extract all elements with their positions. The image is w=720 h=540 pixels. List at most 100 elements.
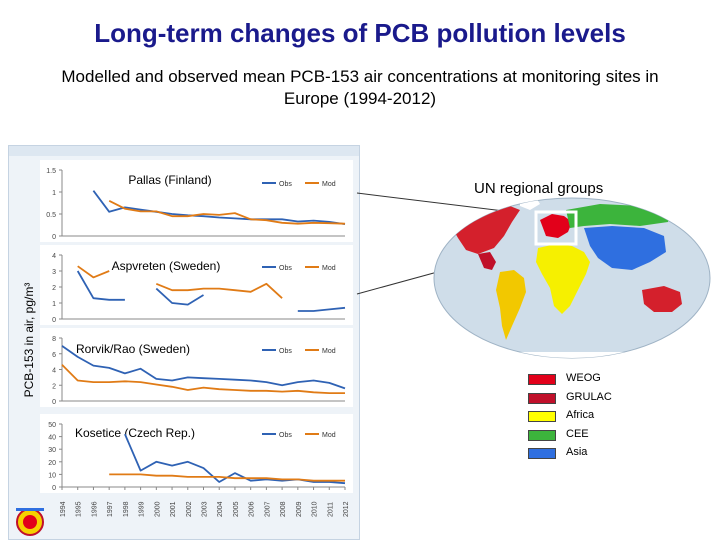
legend-swatch <box>528 411 556 422</box>
y-tick-label: 50 <box>48 422 56 429</box>
legend-label: Obs <box>279 181 292 188</box>
region-grulac-south-america <box>496 270 526 340</box>
y-tick-label: 30 <box>48 447 56 454</box>
page-subtitle: Modelled and observed mean PCB-153 air c… <box>61 67 659 108</box>
x-tick-label: 2004 <box>217 501 224 517</box>
x-tick-label: 2003 <box>202 501 209 517</box>
y-tick-label: 40 <box>48 435 56 442</box>
page-title: Long-term changes of PCB pollution level… <box>94 18 626 48</box>
charts-panel-header <box>9 146 359 156</box>
x-tick-label: 2005 <box>233 501 240 517</box>
series-line-obs <box>61 345 346 390</box>
series-line-obs <box>92 190 346 225</box>
x-tick-label: 1997 <box>107 501 114 517</box>
legend-item-obs: Obs <box>262 265 292 272</box>
legend-item-mod: Mod <box>305 432 336 439</box>
y-tick-label: 20 <box>48 460 56 467</box>
chart-title: Pallas (Finland) <box>128 173 211 187</box>
x-tick-label: 1996 <box>91 501 98 517</box>
legend-item-mod: Mod <box>305 265 336 272</box>
legend-label: Mod <box>322 265 336 272</box>
legend-label: GRULAC <box>566 390 612 403</box>
x-tick-label: 1995 <box>76 501 83 517</box>
y-tick-label: 0 <box>52 317 56 324</box>
y-tick-label: 0 <box>52 485 56 492</box>
x-tick-label: 2008 <box>280 501 287 517</box>
x-tick-label: 2011 <box>327 502 334 517</box>
legend-label: Mod <box>322 348 336 355</box>
region-weog-australia <box>642 286 682 312</box>
emep-logo <box>16 508 44 536</box>
y-tick-label: 0.5 <box>46 212 56 219</box>
plot-background <box>40 160 353 242</box>
y-tick-label: 6 <box>52 352 56 359</box>
x-tick-label: 2007 <box>264 501 271 517</box>
legend-label: Obs <box>279 348 292 355</box>
y-tick-label: 0 <box>52 399 56 406</box>
legend-label: WEOG <box>566 372 601 384</box>
x-tick-label: 2002 <box>186 501 193 517</box>
plot-background <box>40 328 353 407</box>
chart-2: 0 1 2 3 4 Aspvreten (Sweden) Obs Mod <box>40 245 353 325</box>
x-tick-label: 2010 <box>312 501 319 517</box>
chart-1: 0 0.5 1 1.5 Pallas (Finland) Obs Mod <box>40 160 353 242</box>
x-tick-label: 2012 <box>343 501 350 517</box>
legend-swatch <box>528 392 556 404</box>
legend-item-obs: Obs <box>262 181 292 188</box>
legend-label: Mod <box>322 181 336 188</box>
region-africa <box>536 244 590 314</box>
x-tick-label: 2009 <box>296 501 303 517</box>
map-title: UN regional groups <box>474 180 604 197</box>
y-tick-label: 4 <box>52 368 56 375</box>
y-tick-label: 3 <box>52 269 56 276</box>
series-line-mod <box>77 265 283 299</box>
y-tick-label: 1.5 <box>46 168 56 175</box>
legend-item-obs: Obs <box>262 348 292 355</box>
globe <box>433 197 711 359</box>
chart-4: 0 10 20 30 40 50 Kosetice (Czech Rep.) Obs Mod 19… <box>40 414 353 517</box>
series-line-mod <box>108 199 346 225</box>
legend-swatch <box>528 374 556 385</box>
region-antarctica <box>440 352 704 358</box>
chart-3: 0 2 4 6 8 Rorvik/Rao (Sweden) Obs Mod <box>40 328 353 407</box>
y-tick-label: 2 <box>52 285 56 292</box>
legend-item-mod: Mod <box>305 181 336 188</box>
y-tick-label: 1 <box>52 190 56 197</box>
chart-title: Aspvreten (Sweden) <box>112 259 221 273</box>
europe-highlight-box <box>534 210 578 246</box>
x-tick-label: 2006 <box>249 501 256 517</box>
region-grulac-central-america <box>478 252 496 270</box>
legend-swatch <box>528 448 556 459</box>
series-line-mod <box>109 473 345 482</box>
x-tick-label: 1998 <box>123 501 130 517</box>
legend-label: Obs <box>279 432 292 439</box>
series-line-mod <box>61 364 345 394</box>
region-weog-europe <box>540 214 572 238</box>
chart-title: Rorvik/Rao (Sweden) <box>76 342 190 356</box>
region-cee <box>566 204 670 228</box>
legend-item-obs: Obs <box>262 432 292 439</box>
region-greenland <box>520 198 540 210</box>
legend-label: CEE <box>566 427 589 440</box>
y-tick-label: 0 <box>52 234 56 241</box>
legend-item-mod: Mod <box>305 348 336 355</box>
x-tick-label: 1994 <box>60 501 67 517</box>
legend-label: Africa <box>566 409 595 421</box>
y-tick-label: 2 <box>52 383 56 390</box>
x-tick-label: 2001 <box>170 501 177 517</box>
y-tick-label: 10 <box>48 472 56 479</box>
y-tick-label: 1 <box>52 301 56 308</box>
region-asia <box>584 226 666 270</box>
legend-label: Obs <box>279 265 292 272</box>
y-tick-label: 8 <box>52 336 56 343</box>
series-line-obs <box>76 270 346 312</box>
x-tick-label: 2000 <box>154 501 161 517</box>
x-tick-label: 1999 <box>139 501 146 517</box>
chart-title: Kosetice (Czech Rep.) <box>75 426 195 440</box>
legend-label: Mod <box>322 432 336 439</box>
legend-label: Asia <box>566 446 588 458</box>
legend-swatch <box>528 429 556 441</box>
y-tick-label: 4 <box>52 253 56 260</box>
